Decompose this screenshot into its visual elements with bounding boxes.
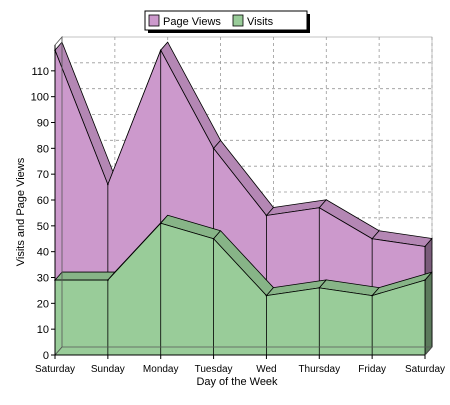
data-point [424, 245, 426, 248]
y-axis-label: Visits and Page Views [15, 157, 27, 266]
data-point [212, 237, 215, 240]
legend-box [144, 10, 308, 31]
legend: Page Views Visits [144, 10, 310, 33]
data-point [371, 237, 373, 240]
area-top-face [54, 271, 116, 281]
y-tick-label: 100 [31, 92, 49, 104]
data-point [318, 206, 321, 209]
plot-area [54, 41, 433, 357]
x-tick-label: Sunday [91, 364, 125, 375]
data-point [265, 214, 268, 217]
x-tick-label: Saturday [35, 364, 75, 375]
x-tick-label: Friday [358, 364, 386, 375]
y-tick-label: 10 [37, 324, 49, 336]
data-point [159, 49, 162, 51]
y-tick-label: 30 [37, 273, 49, 285]
data-point [371, 294, 373, 297]
y-tick-label: 20 [37, 298, 49, 310]
legend-entry-label: Page Views [163, 16, 221, 28]
y-tick-label: 0 [43, 350, 49, 362]
x-tick-label: Tuesday [195, 364, 233, 375]
y-tick-label: 40 [37, 247, 49, 259]
data-point [318, 287, 321, 289]
y-tick-label: 90 [37, 118, 49, 130]
data-point [212, 147, 215, 150]
x-axis-label: Day of the Week [196, 376, 278, 388]
data-point [265, 294, 268, 297]
y-tick-label: 80 [37, 143, 49, 155]
legend-entry-label: Visits [247, 16, 274, 28]
y-tick-label: 60 [37, 195, 49, 207]
x-tick-label: Monday [143, 364, 179, 375]
y-tick-label: 110 [31, 66, 49, 78]
y-tick-label: 70 [37, 169, 49, 181]
y-tick-label: 50 [37, 221, 49, 233]
legend-swatch [148, 14, 160, 27]
data-point [424, 279, 426, 281]
x-tick-label: Saturday [405, 364, 445, 375]
legend-swatch [232, 14, 244, 27]
area-side-face [424, 271, 433, 357]
x-tick-label: Thursday [298, 364, 340, 375]
data-point [159, 222, 162, 225]
data-point [107, 183, 109, 186]
data-point [107, 279, 109, 281]
x-tick-label: Wed [256, 364, 276, 375]
axes: 0 10 20 30 40 50 60 70 80 90 100 110 Saturday Sunday M… [31, 35, 445, 375]
